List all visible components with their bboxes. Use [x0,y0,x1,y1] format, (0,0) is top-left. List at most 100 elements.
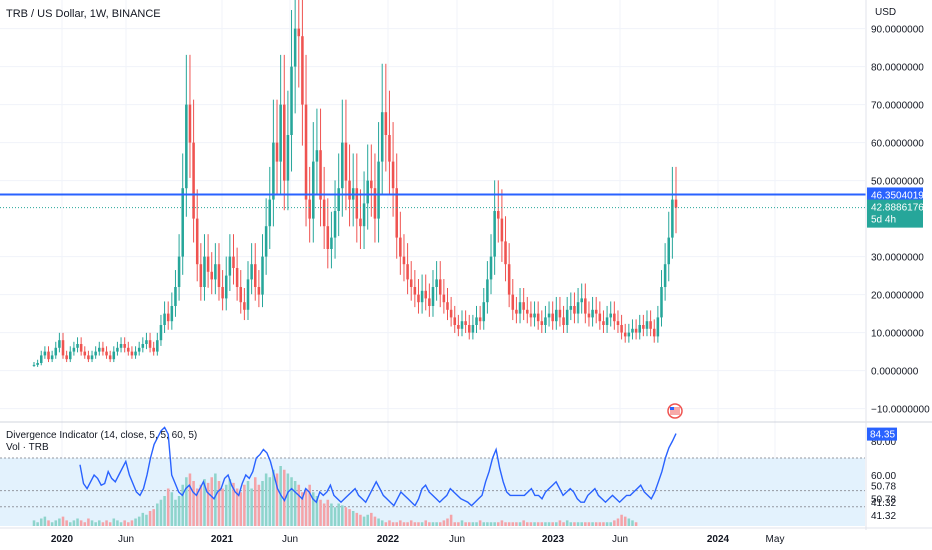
symbol-title[interactable]: TRB / US Dollar, 1W, BINANCE [6,8,161,20]
volume-bar [565,520,569,526]
candle-body [478,317,482,322]
candle-body [69,351,72,360]
volume-bar [101,522,105,526]
candle-body [275,142,279,162]
volume-bar [605,522,609,526]
candle-body [72,347,76,352]
volume-bar [137,516,141,526]
candle-body [663,264,667,287]
candle-body [221,287,224,299]
volume-bar [497,522,500,526]
volume-bar [94,522,97,526]
candle-body [500,218,504,242]
candle-body [185,104,188,189]
candle-body [562,317,565,325]
volume-bar [119,522,123,526]
candle-body [587,313,591,318]
candle-body [264,226,268,257]
volume-bar [290,477,293,526]
volume-bar [341,505,344,526]
volume-bar [337,503,340,526]
candle-body [413,287,417,295]
candle-body [671,199,674,238]
volume-bar [43,516,47,526]
candle-body [486,279,489,303]
volume-bar [192,481,195,526]
volume-bar [79,520,83,526]
candle-body [569,306,573,310]
volume-bar [239,492,243,526]
candle-body [417,294,420,303]
candle-body [210,271,213,280]
candle-body [192,142,195,219]
candle-body [526,309,529,314]
volume-bar [243,484,246,526]
candle-body [623,332,627,337]
candle-body [206,256,210,272]
volume-bar [293,481,297,526]
volume-bar [199,484,203,526]
volume-bar [580,522,583,526]
volume-bar [112,518,116,526]
time-tick-label: 2020 [51,534,74,545]
volume-bar [457,522,460,526]
volume-bar [123,520,126,526]
candle-body [228,256,232,276]
volume-bar [533,522,536,526]
candle-body [431,287,435,306]
candle-body [145,340,148,344]
candle-body [536,313,540,322]
volume-bar [424,520,427,526]
volume-bar [108,522,112,526]
volume-label[interactable]: Vol · TRB [6,442,49,453]
candle-body [330,237,333,249]
candle-body [388,135,391,162]
volume-bar [547,522,551,526]
candle-body [652,328,656,337]
volume-bar [141,512,145,526]
volume-bar [312,492,315,526]
volume-bar [315,496,319,526]
volume-bar [620,514,623,526]
candle-body [442,294,446,303]
candle-body [645,321,649,329]
volume-bar [210,477,213,526]
candle-body [457,325,460,329]
currency-label[interactable]: USD [875,7,897,18]
candle-body [163,313,166,325]
candle-body [235,268,239,287]
candle-body [32,364,36,366]
indicator-name[interactable]: Divergence Indicator (14, close, 5, 5, 6… [6,430,198,441]
time-tick-label: 2022 [377,534,400,545]
candle-body [112,351,116,360]
candle-body [438,279,442,295]
volume-bar [65,520,68,526]
volume-bar [598,522,602,526]
price-tick-label: −10.0000000 [871,405,930,416]
volume-bar [377,518,380,526]
candle-body [377,161,380,219]
candle-body [551,313,554,322]
time-tick-label: May [766,534,785,545]
volume-bar [304,488,308,526]
candle-body [290,66,293,135]
volume-bar [188,473,192,526]
horizontal-level-line[interactable] [0,193,866,209]
volume-bar [253,477,257,526]
candle-body [250,264,253,280]
volume-bar [518,522,522,526]
candle-body [475,317,478,325]
candle-body [620,325,623,333]
candle-body [36,363,39,365]
candle-body [159,325,163,341]
volume-bar [555,522,558,526]
candle-body [435,279,438,287]
candle-body [203,256,206,287]
price-tick-label: 90.0000000 [871,25,924,36]
volume-bar [493,522,496,526]
volume-bar [333,507,337,526]
candle-body [79,344,83,352]
candle-body [598,313,602,322]
candle-body [602,321,605,325]
